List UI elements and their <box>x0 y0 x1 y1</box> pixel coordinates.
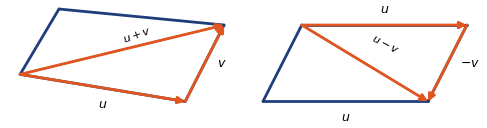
Text: $u + v$: $u + v$ <box>121 25 152 45</box>
Text: $u$: $u$ <box>380 3 389 16</box>
Text: $-v$: $-v$ <box>460 57 480 70</box>
Text: $u - v$: $u - v$ <box>370 33 400 56</box>
Text: $v$: $v$ <box>217 57 226 70</box>
Text: $u$: $u$ <box>341 111 350 124</box>
Text: $u$: $u$ <box>98 98 107 111</box>
